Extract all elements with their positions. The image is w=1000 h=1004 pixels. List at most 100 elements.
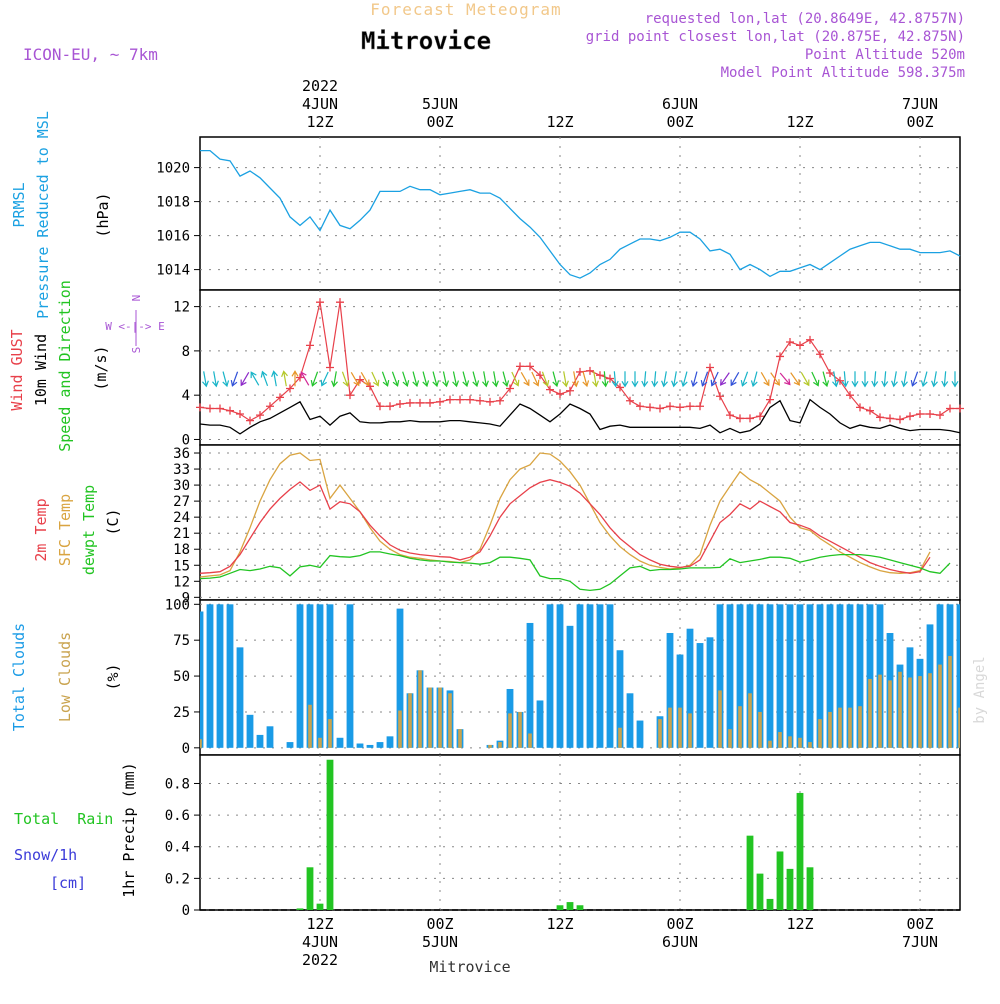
low-cloud-bar <box>718 690 722 748</box>
total-cloud-bar <box>766 604 774 748</box>
total-clouds-label: Total Clouds <box>10 623 28 731</box>
gust-marker <box>526 362 534 371</box>
wind-arrow-head <box>212 380 219 388</box>
wind-arrow-shaft <box>402 371 408 387</box>
prmsl-label: PRMSL <box>10 182 28 227</box>
wind-arrow-head <box>300 371 307 379</box>
model-label: ICON-EU, ~ 7km <box>23 45 158 64</box>
total-cloud-bar <box>266 726 274 748</box>
low-cloud-bar <box>678 707 682 748</box>
temperature-marks <box>199 452 951 592</box>
bottom-time-label: 12Z <box>546 915 573 933</box>
snow-label: Snow/1h <box>14 846 77 864</box>
gust-marker <box>806 335 814 344</box>
footer-station: Mitrovice <box>429 958 510 976</box>
low-cloud-bar <box>888 680 892 748</box>
pressure-ytick-label: 1016 <box>156 229 190 245</box>
clouds-unit: (%) <box>104 663 122 690</box>
wind-arrow-head <box>363 379 370 387</box>
total-cloud-bar <box>566 625 574 748</box>
pressure-ytick-label: 1014 <box>156 263 190 279</box>
wind-direction-arrow <box>680 371 688 388</box>
precip-ytick-label: 0 <box>182 903 190 919</box>
top-time-label-line: 00Z <box>906 113 933 131</box>
total-cloud-bar <box>336 737 344 748</box>
gust-marker <box>386 402 394 411</box>
gust-marker <box>276 393 284 402</box>
wind-direction-arrow <box>832 371 839 388</box>
low-cloud-bar <box>928 673 932 748</box>
gust-marker <box>406 398 414 407</box>
clouds-panel: 0 25 50 75 100 <box>165 597 961 757</box>
total-cloud-bar <box>696 643 704 748</box>
wind-arrow-head <box>700 379 708 387</box>
total-cloud-bar <box>596 604 604 748</box>
wind-direction-arrow <box>740 371 749 387</box>
wind-arrow-head <box>832 380 839 388</box>
wind-arrow-shaft <box>412 371 418 387</box>
low-cloud-bar <box>408 693 412 748</box>
wind-arrow-head <box>240 379 247 387</box>
wind-arrow-head <box>621 380 629 388</box>
wind-arrow-head <box>631 380 639 388</box>
gust-marker <box>476 396 484 405</box>
wind-arrow-shaft <box>381 371 389 387</box>
pressure-marks <box>200 149 961 279</box>
rain-bar <box>576 905 584 910</box>
gust-marker <box>676 403 684 412</box>
wind-arrow-shaft <box>360 371 370 386</box>
wind-arrow-head <box>222 380 230 388</box>
wind-arrow-head <box>763 379 770 387</box>
wind-direction-arrow <box>331 371 338 388</box>
gust-marker <box>776 352 784 361</box>
compass-north: N <box>130 295 143 302</box>
total-cloud-bar <box>606 604 614 748</box>
wind-arrow-shaft <box>873 371 877 387</box>
total-cloud-bar <box>716 604 724 748</box>
total-cloud-bar <box>526 622 534 748</box>
gust-marker <box>426 398 434 407</box>
clouds-ytick-label: 50 <box>173 669 190 685</box>
wind-marks <box>196 298 964 435</box>
low-cloud-bar <box>748 693 752 748</box>
gust-marker <box>616 383 624 392</box>
gridpoint-coords: grid point closest lon,lat (20.875E, 42.… <box>586 29 965 45</box>
wind-arrow-head <box>291 370 299 377</box>
temperature-ytick-label: 9 <box>182 590 190 606</box>
wind-arrow-head <box>402 380 410 388</box>
pressure-frame <box>199 136 961 291</box>
total-cloud-bar <box>356 743 364 748</box>
point-altitude: Point Altitude 520m <box>805 47 965 63</box>
total-cloud-bar <box>956 604 960 748</box>
panels: 1014101610181020048129121518212427303336… <box>156 136 964 919</box>
wind-direction-arrow <box>222 371 230 388</box>
wind-direction-arrow <box>341 371 350 387</box>
rain-bar <box>316 903 324 910</box>
wind-arrow-shaft <box>730 371 740 386</box>
gust-marker <box>366 382 374 391</box>
low-cloud-bar <box>908 677 912 748</box>
wind-arrow-shaft <box>502 371 508 387</box>
wind-arrow-head <box>901 380 908 388</box>
wind-ylabel: Wind GUST 10m Wind Speed and Direction (… <box>8 280 165 452</box>
bottom-time-label-line: 00Z <box>906 915 933 933</box>
gust-marker <box>306 341 314 350</box>
wind-direction-arrow <box>730 371 740 387</box>
gust-marker <box>296 373 304 382</box>
gust-marker <box>726 411 734 420</box>
wind-arrow-head <box>750 380 758 388</box>
total-cloud-bar <box>866 604 874 748</box>
wind-arrow-shaft <box>711 371 719 386</box>
wind-direction-arrow <box>552 371 560 388</box>
wind-direction-arrow <box>851 371 859 388</box>
wind-arrow-shaft <box>653 371 657 387</box>
top-time-label-line: 12Z <box>546 113 573 131</box>
wind-direction-arrow <box>779 372 791 386</box>
low-cloud-bar <box>918 676 922 748</box>
low-cloud-bar <box>200 739 202 748</box>
bottom-time-label-line: 7JUN <box>902 933 938 951</box>
